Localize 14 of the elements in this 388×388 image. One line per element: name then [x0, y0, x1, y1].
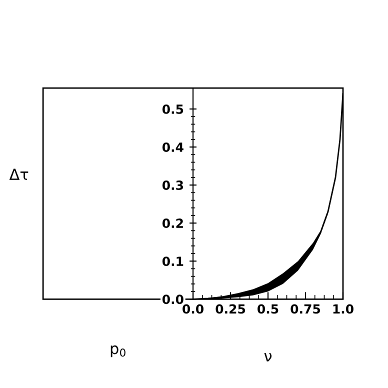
x-tick-label: 1.0	[333, 304, 354, 314]
y-tick-label: 0.3	[162, 180, 184, 190]
x-tick-label: 0.5	[258, 304, 278, 314]
y-tick-label: 0.1	[162, 256, 184, 266]
y-tick-label: 0.2	[162, 218, 183, 228]
text: p$_{0}$	[110, 345, 126, 358]
y-tick-label: 0.5	[162, 104, 184, 114]
x-tick-label: 0.0	[182, 304, 204, 314]
x-axis-title: ν	[264, 353, 272, 362]
y-axis-title: Δτ	[9, 168, 28, 180]
y-tick-label: 0.4	[162, 142, 184, 152]
x-tick-label: 0.25	[216, 304, 246, 314]
y-tick-label: 0.0	[162, 294, 184, 304]
x-tick-label: 0.75	[290, 304, 320, 314]
